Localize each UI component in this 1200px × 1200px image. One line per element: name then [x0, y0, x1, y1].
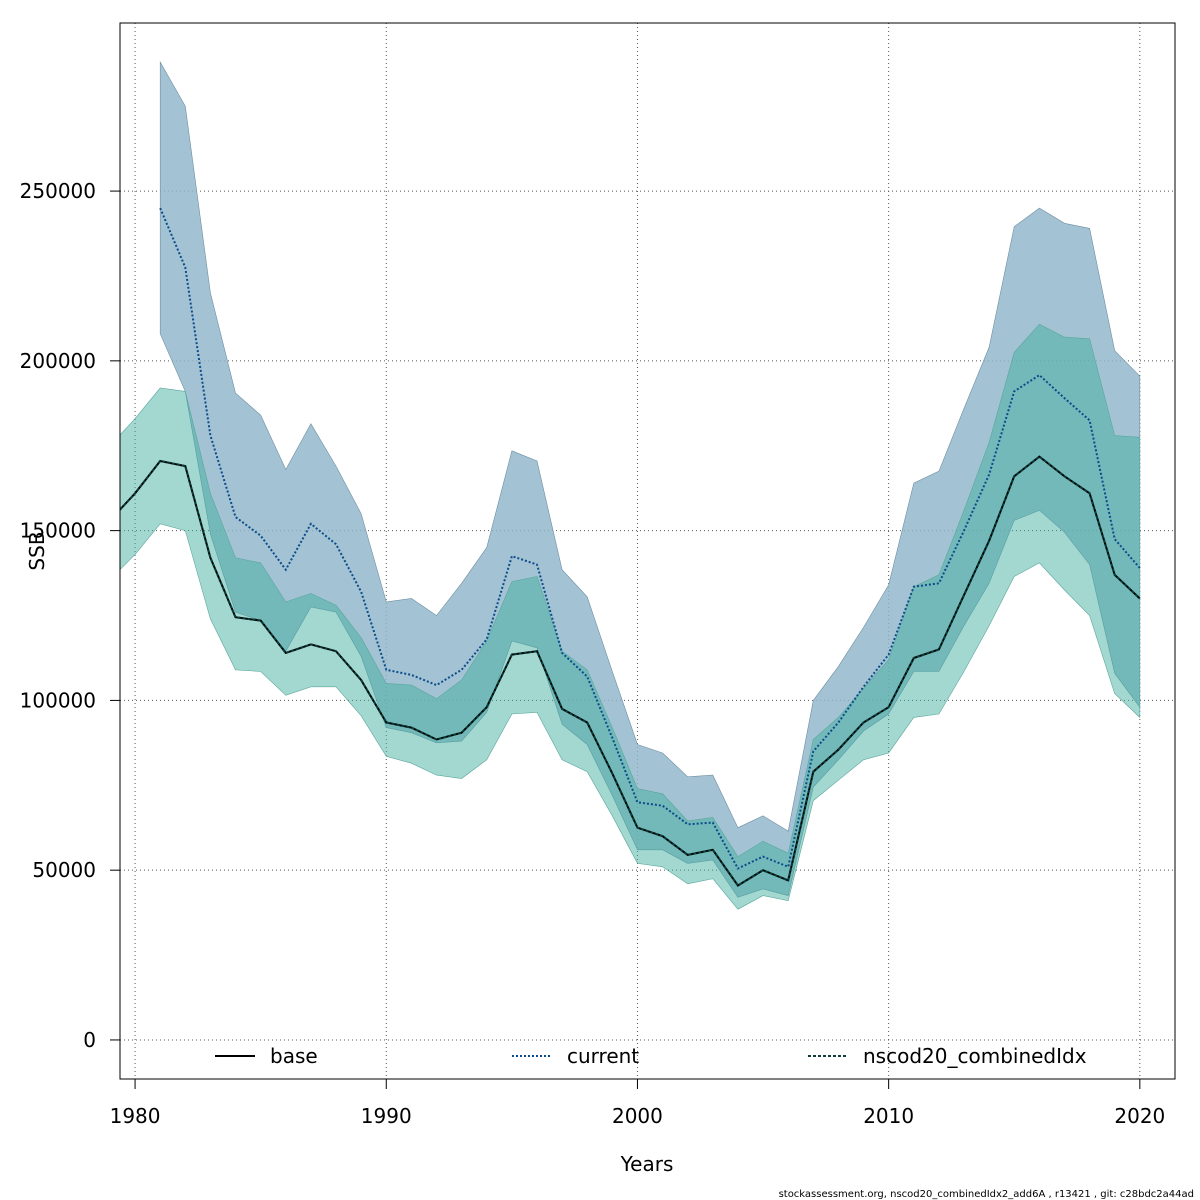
series-line-nscod20_combinedIdx — [120, 455, 1141, 887]
y-tick-label-2: 100000 — [20, 688, 96, 712]
series-line-current — [159, 207, 1141, 870]
x-tick-label-1: 1990 — [361, 1104, 412, 1128]
legend-label-base: base — [270, 1044, 318, 1068]
axis-ticks: 1980 1990 2000 2010 2020 0 50000 100000 150000 20… — [20, 179, 1166, 1128]
y-tick-label-1: 50000 — [32, 858, 96, 882]
x-tick-label-0: 1980 — [110, 1104, 161, 1128]
legend-label-nscod20_combinedIdx: nscod20_combinedIdx — [863, 1044, 1087, 1068]
footer-text: stockassessment.org, nscod20_combinedIdx… — [779, 1189, 1194, 1200]
y-tick-label-0: 0 — [83, 1028, 96, 1052]
legend: base current nscod20_combinedIdx — [215, 1044, 1087, 1068]
x-tick-label-2: 2000 — [612, 1104, 663, 1128]
base-confidence-band — [120, 323, 1141, 910]
y-tick-label-5: 250000 — [20, 179, 96, 203]
x-tick-label-3: 2010 — [863, 1104, 914, 1128]
y-tick-label-4: 200000 — [20, 349, 96, 373]
series-lines — [120, 207, 1141, 887]
x-tick-label-4: 2020 — [1114, 1104, 1165, 1128]
confidence-bands — [120, 60, 1141, 910]
x-axis-title: Years — [620, 1152, 674, 1176]
legend-label-current: current — [567, 1044, 639, 1068]
y-tick-label-3: 150000 — [20, 519, 96, 543]
plot-frame — [119, 22, 1176, 1080]
y-axis-title: SSB — [25, 531, 49, 570]
